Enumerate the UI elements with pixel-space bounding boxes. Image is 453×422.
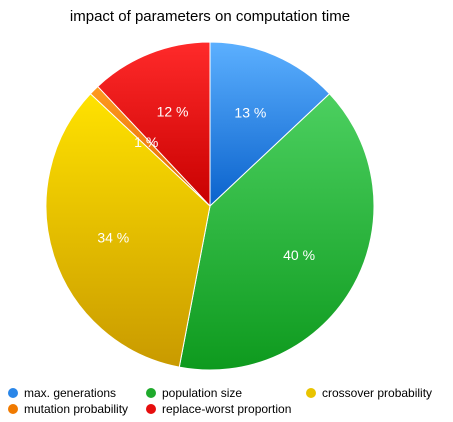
- legend-label: crossover probability: [322, 386, 433, 400]
- legend-swatch: [146, 404, 156, 414]
- legend-label: max. generations: [24, 386, 117, 400]
- legend-item-crossover-probability: crossover probability: [306, 386, 432, 400]
- pie-slice-max-generations: [209, 41, 331, 208]
- legend-label: mutation probability: [24, 402, 129, 416]
- legend-item-replace-worst-proportion: replace-worst proportion: [146, 402, 291, 416]
- legend-swatch: [306, 388, 316, 398]
- pie-slice-label: 12 %: [157, 103, 189, 119]
- legend-item-max-generations: max. generations: [8, 386, 116, 400]
- pie-slice-label: 13 %: [234, 105, 266, 121]
- pie-slice-replace-worst-proportion: [97, 41, 211, 208]
- pie-slice-label: 34 %: [97, 229, 129, 245]
- pie-slice-population-size: [178, 93, 375, 371]
- legend-item-population-size: population size: [146, 386, 242, 400]
- legend-swatch: [146, 388, 156, 398]
- pie-slice-label: 1 %: [134, 134, 158, 150]
- legend-item-mutation-probability: mutation probability: [8, 402, 128, 416]
- legend-label: population size: [162, 386, 243, 400]
- chart-title: impact of parameters on computation time: [69, 8, 351, 25]
- legend-swatch: [8, 388, 18, 398]
- pie-slice-crossover-probability: [45, 93, 211, 368]
- legend-label: replace-worst proportion: [162, 402, 292, 416]
- legend-swatch: [8, 404, 18, 414]
- pie-slice-label: 40 %: [283, 247, 315, 263]
